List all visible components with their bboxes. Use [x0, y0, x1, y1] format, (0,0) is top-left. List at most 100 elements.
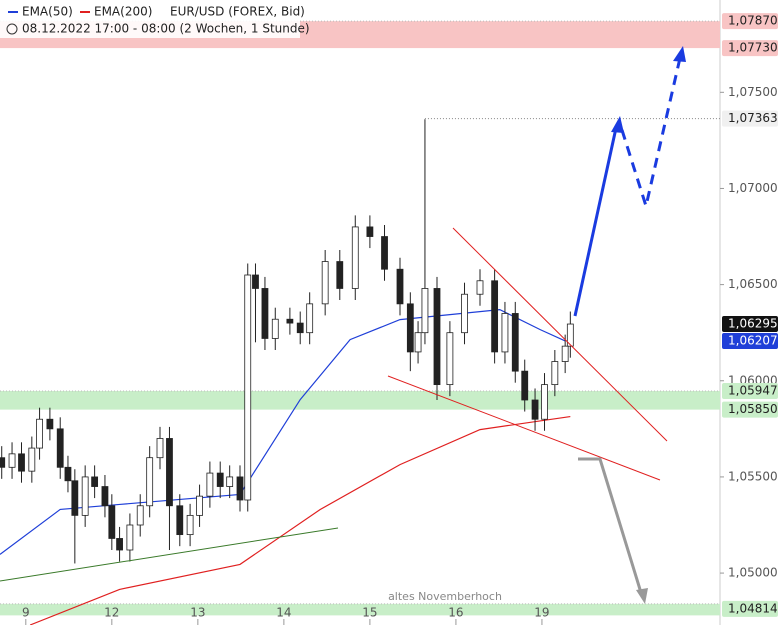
- candle-body: [186, 514, 194, 536]
- candle-body: [71, 480, 79, 516]
- candle-body: [8, 453, 16, 468]
- candle-body: [108, 505, 116, 539]
- candle-body: [252, 274, 259, 289]
- legend-entry: EMA(50): [22, 5, 73, 19]
- zone: [0, 390, 720, 410]
- candle-body: [406, 303, 414, 353]
- candle-body: [531, 399, 539, 420]
- candle-body: [196, 495, 203, 516]
- candle-body: [396, 268, 404, 305]
- price-label: 1,07363: [728, 111, 778, 125]
- legend-bg: [0, 2, 300, 38]
- candle-body: [566, 323, 574, 347]
- candle-body: [126, 524, 134, 551]
- candle-body: [261, 288, 269, 339]
- price-label: 1,06295: [728, 317, 778, 331]
- candle-body: [0, 457, 6, 468]
- plot: [0, 20, 720, 626]
- candle-body: [36, 418, 43, 449]
- candle-body: [414, 332, 422, 353]
- candle-body: [491, 280, 499, 353]
- x-tick-label: 16: [448, 606, 463, 620]
- price-label-bg: [722, 13, 778, 30]
- trendline: [0, 527, 339, 582]
- price-label: 1,06207: [728, 333, 778, 347]
- candle-body: [176, 505, 184, 536]
- candle-body: [206, 472, 214, 497]
- x-tick-label: 9: [22, 606, 30, 620]
- candle-body: [433, 288, 441, 386]
- candle-body: [561, 345, 569, 362]
- y-tick-label: 1,07000: [728, 181, 778, 195]
- candle-body: [81, 476, 89, 516]
- clock-icon: [6, 23, 18, 35]
- chart-title: EUR/USD (FOREX, Bid): [170, 5, 305, 19]
- candle-body: [136, 505, 144, 526]
- candle-body: [64, 466, 72, 482]
- candle-body: [511, 313, 519, 372]
- chart-subtitle: 08.12.2022 17:00 - 08:00 (2 Wochen, 1 St…: [22, 22, 310, 36]
- candle-body: [271, 318, 279, 339]
- arrow-head: [673, 46, 686, 62]
- arrow: [573, 127, 618, 317]
- price-label-bg: [722, 316, 778, 333]
- candle-body: [501, 313, 509, 353]
- price-label-bg: [722, 401, 778, 418]
- candle-body: [381, 236, 388, 270]
- candle-body: [166, 438, 173, 507]
- x-tick-label: 15: [362, 606, 377, 620]
- x-tick-label: 19: [534, 606, 549, 620]
- candle-body: [146, 457, 154, 507]
- zone: [0, 603, 720, 616]
- x-tick-label: 14: [276, 606, 291, 620]
- candle-body: [28, 447, 36, 472]
- candle-body: [244, 274, 252, 501]
- candle-body: [18, 453, 25, 472]
- price-label-bg: [722, 382, 778, 399]
- y-tick-label: 1,05500: [728, 469, 778, 483]
- candle-body: [306, 303, 314, 334]
- arrow: [578, 457, 644, 597]
- y-tick-label: 1,05000: [728, 566, 778, 580]
- price-label-bg: [722, 600, 778, 617]
- trendline: [452, 227, 668, 442]
- candle-body: [116, 538, 123, 551]
- candle-body: [286, 318, 294, 324]
- candle-body: [521, 370, 529, 401]
- price-label: 1,05947: [728, 383, 778, 397]
- trendline: [387, 375, 661, 481]
- annotation: altes Novemberhoch: [388, 590, 502, 603]
- arrow: [620, 57, 682, 212]
- arrow-head: [636, 588, 648, 604]
- arrow-head: [611, 116, 624, 133]
- candle-body: [461, 293, 468, 334]
- price-label: 1,04814: [728, 601, 778, 615]
- x-tick-label: 13: [190, 606, 205, 620]
- candle-body: [336, 261, 344, 289]
- candle-body: [446, 332, 454, 386]
- candle-body: [551, 361, 559, 386]
- candle-body: [541, 384, 548, 420]
- candle-body: [321, 261, 329, 305]
- candle-body: [476, 280, 484, 295]
- candle-body: [366, 226, 374, 237]
- price-label: 1,07870: [728, 14, 778, 28]
- price-label-bg: [722, 40, 778, 57]
- price-label: 1,05850: [728, 402, 778, 416]
- candle-body: [91, 476, 99, 487]
- price-label-bg: [722, 332, 778, 349]
- candle-body: [56, 428, 64, 468]
- legend-entry: EMA(200): [94, 5, 152, 19]
- price-label: 1,07730: [728, 41, 778, 55]
- candle-body: [236, 476, 244, 501]
- y-tick-label: 1,06500: [728, 277, 778, 291]
- y-tick-label: 1,07500: [728, 85, 778, 99]
- candle-body: [216, 472, 224, 487]
- candle-body: [156, 438, 164, 459]
- x-tick-label: 12: [104, 606, 119, 620]
- candle-body: [46, 418, 54, 430]
- candle-body: [226, 476, 234, 487]
- candle-body: [101, 486, 109, 507]
- candle-body: [296, 322, 304, 334]
